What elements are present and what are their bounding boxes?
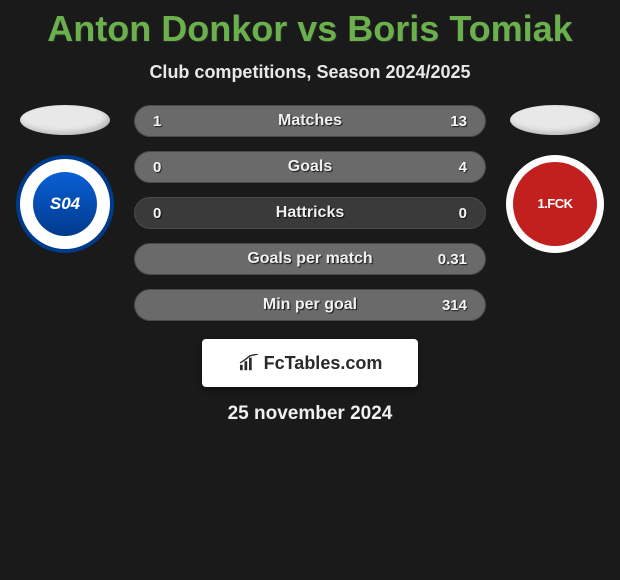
stat-bar: 0 Goals 4 [134,151,486,183]
date-text: 25 november 2024 [0,403,620,425]
player-left-placeholder [20,105,110,135]
comparison-card: Anton Donkor vs Boris Tomiak Club compet… [0,0,620,425]
stat-bar: Goals per match 0.31 [134,243,486,275]
right-column: 1.FCK [500,105,610,253]
bar-label: Min per goal [263,296,357,314]
fck-badge-icon: 1.FCK [513,162,597,246]
stat-bars: 1 Matches 13 0 Goals 4 0 Hattricks 0 Goals per ma… [134,105,486,321]
main-row: S04 1 Matches 13 0 Goals 4 0 Hattricks 0 Goals pe… [0,105,620,321]
bar-label: Matches [278,112,342,130]
bar-label: Goals per match [247,250,372,268]
chart-icon [238,354,260,372]
schalke-badge-icon: S04 [33,172,97,236]
stat-bar: Min per goal 314 [134,289,486,321]
subtitle: Club competitions, Season 2024/2025 [0,62,620,83]
bar-label: Goals [288,158,332,176]
bar-value-right: 0 [441,205,467,222]
page-title: Anton Donkor vs Boris Tomiak [0,8,620,50]
bar-value-right: 4 [441,159,467,176]
bar-value-left: 0 [153,205,179,222]
club-logo-right: 1.FCK [506,155,604,253]
stat-bar: 1 Matches 13 [134,105,486,137]
branding-badge: FcTables.com [202,339,418,387]
stat-bar: 0 Hattricks 0 [134,197,486,229]
left-column: S04 [10,105,120,253]
branding-text: FcTables.com [264,353,383,374]
bar-value-right: 13 [441,113,467,130]
bar-value-left: 1 [153,113,179,130]
bar-value-left: 0 [153,159,179,176]
bar-label: Hattricks [276,204,344,222]
bar-value-right: 314 [441,297,467,314]
club-logo-left: S04 [16,155,114,253]
player-right-placeholder [510,105,600,135]
bar-value-right: 0.31 [438,251,467,268]
